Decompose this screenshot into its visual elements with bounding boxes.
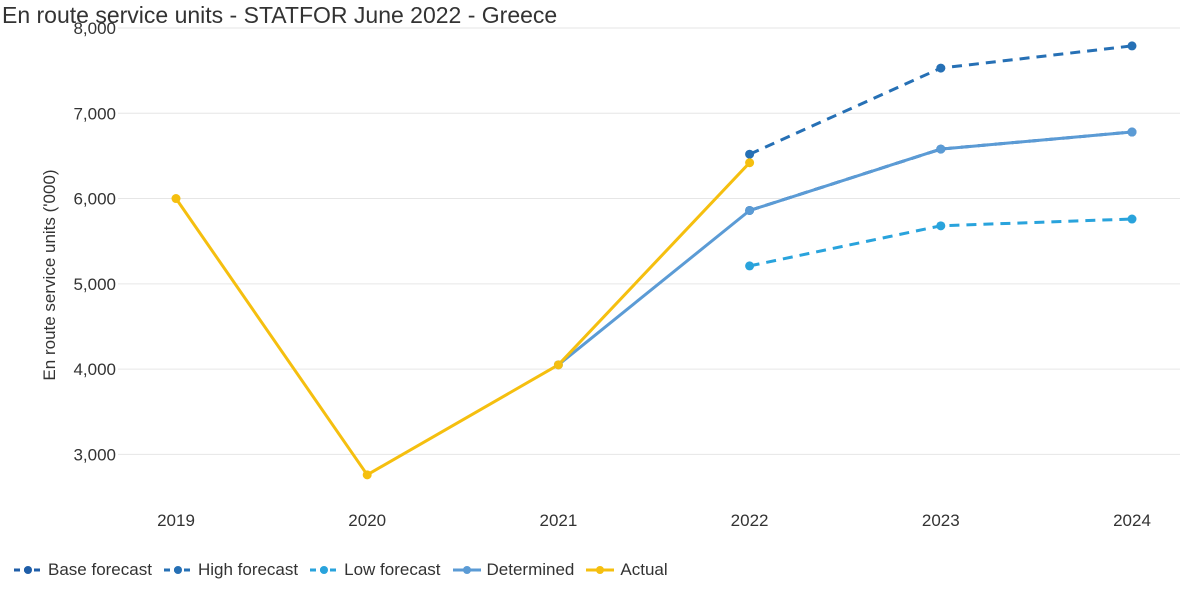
y-tick-label: 7,000 bbox=[73, 104, 116, 123]
legend-item[interactable]: Determined bbox=[452, 560, 575, 580]
data-point[interactable] bbox=[745, 158, 755, 168]
series-lines bbox=[174, 44, 1133, 477]
legend-swatch bbox=[452, 566, 481, 574]
legend-swatch bbox=[586, 566, 615, 574]
y-tick-labels: 3,000 4,000 5,000 6,000 7,000 8,000 bbox=[73, 19, 116, 464]
x-tick-label: 2023 bbox=[922, 511, 960, 530]
legend-swatch bbox=[14, 566, 42, 574]
data-point[interactable] bbox=[553, 360, 563, 370]
x-tick-label: 2019 bbox=[157, 511, 195, 530]
data-point[interactable] bbox=[936, 221, 946, 231]
y-tick-label: 3,000 bbox=[73, 445, 116, 464]
y-tick-label: 8,000 bbox=[73, 19, 116, 38]
series-line bbox=[557, 130, 1133, 366]
legend-label: Actual bbox=[620, 560, 668, 579]
x-tick-label: 2022 bbox=[731, 511, 769, 530]
legend-label: Low forecast bbox=[344, 560, 441, 579]
data-point[interactable] bbox=[1127, 41, 1137, 51]
y-tick-label: 4,000 bbox=[73, 360, 116, 379]
legend-label: Base forecast bbox=[48, 560, 152, 579]
legend-item[interactable]: High forecast bbox=[163, 560, 299, 580]
legend-swatch bbox=[163, 566, 192, 574]
data-point[interactable] bbox=[936, 63, 946, 73]
y-tick-label: 5,000 bbox=[73, 275, 116, 294]
legend-item[interactable]: Actual bbox=[586, 560, 668, 580]
series-points bbox=[171, 41, 1137, 480]
legend-label: Determined bbox=[486, 560, 575, 579]
data-point[interactable] bbox=[745, 205, 755, 215]
x-tick-labels: 2019 2020 2021 2022 2023 2024 bbox=[157, 511, 1151, 530]
data-point[interactable] bbox=[745, 261, 755, 271]
gridlines bbox=[118, 27, 1180, 455]
series-line bbox=[174, 161, 751, 477]
data-point[interactable] bbox=[745, 149, 755, 159]
legend-item[interactable]: Low forecast bbox=[310, 560, 441, 580]
data-point[interactable] bbox=[362, 470, 372, 480]
x-tick-label: 2021 bbox=[539, 511, 577, 530]
data-point[interactable] bbox=[1127, 214, 1137, 224]
x-tick-label: 2024 bbox=[1113, 511, 1151, 530]
y-tick-label: 6,000 bbox=[73, 190, 116, 209]
data-point[interactable] bbox=[936, 144, 946, 154]
y-axis-label: En route service units ('000) bbox=[40, 169, 59, 380]
legend: Base forecast High forecast Low forecast De… bbox=[14, 560, 680, 580]
data-point[interactable] bbox=[1127, 127, 1137, 137]
legend-swatch bbox=[310, 566, 339, 574]
x-tick-label: 2020 bbox=[348, 511, 386, 530]
legend-label: High forecast bbox=[197, 560, 299, 579]
chart-title: En route service units - STATFOR June 20… bbox=[2, 2, 558, 28]
data-point[interactable] bbox=[171, 194, 181, 204]
legend-item[interactable]: Base forecast bbox=[14, 560, 152, 580]
